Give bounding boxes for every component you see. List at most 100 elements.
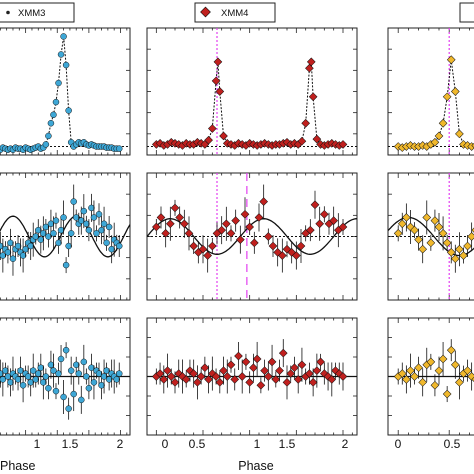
data-point [434, 131, 444, 141]
data-point [40, 230, 47, 237]
data-point [32, 376, 39, 383]
data-point [166, 219, 175, 229]
data-point [446, 248, 456, 257]
data-point [459, 251, 468, 260]
data-point [231, 216, 240, 225]
data-point [230, 375, 240, 384]
data-point [338, 222, 348, 232]
data-point [181, 375, 191, 384]
legend-box-xmm4 [194, 2, 276, 23]
data-point [193, 378, 202, 387]
data-point [60, 214, 67, 221]
panel-XMM3-pulse [0, 27, 131, 156]
data-point [55, 79, 62, 87]
data-point [42, 223, 50, 231]
data-point [45, 132, 52, 140]
data-point [155, 369, 165, 378]
data-point [95, 370, 103, 377]
data-point [55, 370, 62, 377]
data-point [264, 232, 273, 241]
data-point [219, 366, 228, 375]
data-point [327, 375, 337, 384]
data-point [161, 229, 170, 238]
data-point [305, 369, 314, 378]
data-point [222, 219, 231, 229]
data-point [292, 251, 301, 260]
x-tick-col2-5: 2 [342, 437, 349, 451]
data-point [451, 360, 460, 370]
data-point [236, 235, 245, 244]
data-point [78, 217, 85, 224]
data-point [222, 372, 232, 381]
x-tick-col1-3: 2 [117, 437, 124, 451]
legend: XMM3 XMM4 [0, 2, 474, 23]
data-point [226, 360, 236, 370]
data-point [189, 369, 198, 378]
data-point [108, 245, 115, 253]
data-point [215, 378, 225, 387]
data-point [271, 375, 281, 384]
data-point [226, 229, 236, 238]
data-point [200, 363, 210, 373]
data-point [438, 118, 448, 128]
data-point [203, 251, 212, 260]
data-point [62, 346, 70, 354]
data-point [312, 366, 322, 375]
data-point [410, 225, 419, 235]
data-point [306, 225, 315, 235]
data-point [17, 367, 24, 374]
data-point [98, 226, 105, 234]
x-tick-col3-1: 0 [395, 437, 402, 451]
data-point [245, 378, 254, 387]
data-point [422, 213, 432, 222]
panel-third-residuals [387, 317, 474, 436]
data-point [27, 379, 34, 386]
data-point [418, 378, 427, 387]
data-point [75, 370, 83, 377]
data-point [306, 57, 316, 67]
data-point [22, 245, 29, 253]
data-point [442, 92, 452, 102]
data-point [397, 219, 407, 229]
data-point [103, 239, 110, 247]
x-tick-col1-2: 1.5 [62, 437, 79, 451]
data-point [211, 76, 221, 86]
data-point [152, 222, 161, 232]
data-point [410, 372, 419, 381]
data-point [430, 380, 440, 390]
data-point [0, 376, 7, 383]
data-point [219, 131, 228, 141]
data-point [204, 135, 213, 145]
legend-label-xmm4: XMM4 [221, 8, 248, 19]
data-point [100, 373, 108, 380]
data-point [249, 363, 258, 373]
data-point [268, 241, 278, 251]
data-point [156, 213, 166, 222]
data-point [7, 379, 14, 386]
data-point [451, 254, 460, 264]
data-point [50, 111, 57, 119]
data-point [2, 367, 9, 374]
data-point [180, 219, 189, 229]
data-point [47, 361, 55, 369]
panel-XMM4-residuals [146, 317, 358, 436]
data-point [446, 55, 456, 65]
data-point [442, 389, 452, 399]
legend-marker-xmm4 [200, 6, 211, 18]
data-point [42, 373, 50, 380]
data-point [70, 198, 77, 205]
data-point [237, 372, 247, 381]
data-point [35, 226, 42, 234]
panel-grid [0, 27, 474, 436]
model-curve [0, 215, 131, 258]
x-axis-labels: 1 1.5 2 0 0.5 1 1.5 2 0 0.5 Phase Phase [0, 437, 461, 473]
data-point [184, 229, 194, 238]
data-point [215, 87, 225, 96]
data-point [90, 214, 98, 221]
panel-frame [146, 27, 358, 156]
data-point [463, 241, 472, 251]
data-point [57, 51, 65, 58]
data-point [315, 219, 324, 229]
data-point [241, 357, 251, 367]
data-point [260, 366, 269, 375]
